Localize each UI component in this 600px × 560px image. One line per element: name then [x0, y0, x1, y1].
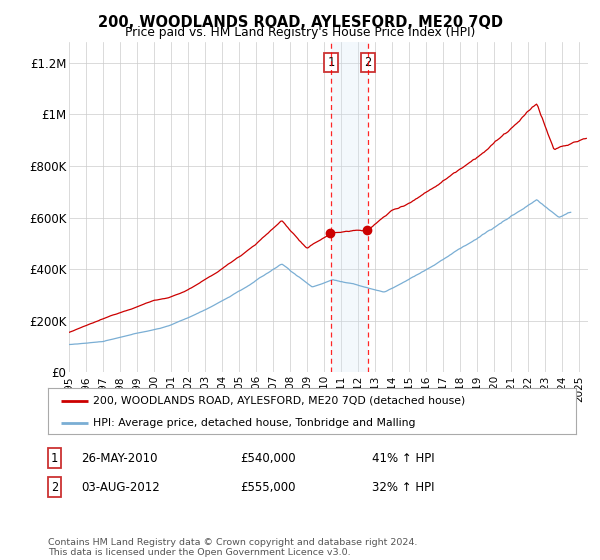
Text: 32% ↑ HPI: 32% ↑ HPI — [372, 480, 434, 494]
Text: 2: 2 — [365, 56, 372, 69]
Text: 1: 1 — [327, 56, 334, 69]
Text: HPI: Average price, detached house, Tonbridge and Malling: HPI: Average price, detached house, Tonb… — [93, 418, 415, 427]
Text: 2: 2 — [51, 480, 58, 494]
Text: Contains HM Land Registry data © Crown copyright and database right 2024.
This d: Contains HM Land Registry data © Crown c… — [48, 538, 418, 557]
Text: £555,000: £555,000 — [240, 480, 296, 494]
Text: 41% ↑ HPI: 41% ↑ HPI — [372, 451, 434, 465]
Text: 03-AUG-2012: 03-AUG-2012 — [81, 480, 160, 494]
Text: 1: 1 — [51, 451, 58, 465]
Text: £540,000: £540,000 — [240, 451, 296, 465]
Bar — [331, 42, 368, 372]
Text: 200, WOODLANDS ROAD, AYLESFORD, ME20 7QD: 200, WOODLANDS ROAD, AYLESFORD, ME20 7QD — [97, 15, 503, 30]
Text: 200, WOODLANDS ROAD, AYLESFORD, ME20 7QD (detached house): 200, WOODLANDS ROAD, AYLESFORD, ME20 7QD… — [93, 396, 465, 406]
Text: 26-MAY-2010: 26-MAY-2010 — [81, 451, 157, 465]
Text: Price paid vs. HM Land Registry's House Price Index (HPI): Price paid vs. HM Land Registry's House … — [125, 26, 475, 39]
